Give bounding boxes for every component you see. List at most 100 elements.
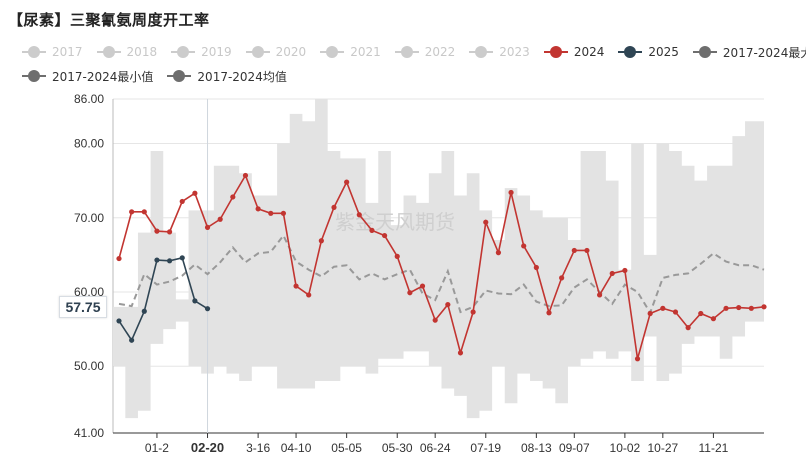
series-line-2025 <box>118 256 208 342</box>
legend-marker-icon <box>543 46 568 58</box>
legend-item[interactable]: 2017-2024均值 <box>167 68 287 85</box>
legend-item[interactable]: 2017-2024最小值 <box>22 68 153 85</box>
legend-label: 2025 <box>648 45 679 59</box>
data-point-2024 <box>407 290 413 296</box>
legend-item[interactable]: 2022 <box>394 45 456 59</box>
x-tick-label: 04-10 <box>281 441 312 455</box>
data-point-2024 <box>432 317 438 323</box>
data-point-2024 <box>217 216 223 222</box>
legend-label: 2020 <box>275 45 307 59</box>
x-tick-label: 05-30 <box>382 441 413 455</box>
data-point-2024 <box>521 243 527 249</box>
legend-marker-icon <box>22 70 46 82</box>
band-area <box>113 99 764 419</box>
legend-marker-icon <box>22 46 46 58</box>
legend-marker-icon <box>96 46 121 58</box>
x-tick-label: 10-02 <box>610 441 641 455</box>
x-tick-label: 10-27 <box>647 441 678 455</box>
legend-marker-icon <box>171 46 196 58</box>
max-min-band <box>113 99 764 419</box>
data-point-2024 <box>293 283 299 289</box>
legend-item[interactable]: 2024 <box>543 45 605 59</box>
legend-item[interactable]: 2019 <box>171 45 232 59</box>
legend-item[interactable]: 2023 <box>469 45 530 59</box>
data-point-2024 <box>192 190 198 196</box>
data-point-2025 <box>141 308 147 314</box>
y-tick-label: 60.00 <box>74 285 104 299</box>
data-point-2025 <box>204 306 211 312</box>
chart-legend: 2017 2018 2019 2020 2021 2022 2023 2024 2025 2017… <box>22 40 806 88</box>
legend-row: 2017-2024最小值 2017-2024均值 <box>22 64 802 88</box>
legend-label: 2017-2024最大值 <box>722 45 806 60</box>
x-axis: 01-2 02-20 3-16 04-10 05-05 05-30 06-24 07-19 08… <box>113 99 764 455</box>
data-point-2024 <box>622 267 628 274</box>
x-tick-label: 05-05 <box>331 441 362 455</box>
data-point-2025 <box>116 318 122 324</box>
data-point-2024 <box>116 255 122 262</box>
legend-row: 2017 2018 2019 2020 2021 2022 2023 2024 2025 2017… <box>22 40 806 64</box>
legend-marker-icon <box>320 46 345 58</box>
y-tick-label: 50.00 <box>74 359 104 373</box>
legend-marker-icon <box>167 70 192 82</box>
data-point-2024 <box>445 301 451 308</box>
legend-label: 2017-2024均值 <box>197 69 287 84</box>
data-point-2024 <box>331 204 337 210</box>
legend-marker-icon <box>692 46 717 58</box>
data-point-2024 <box>369 227 375 233</box>
data-point-2024 <box>672 309 679 315</box>
data-point-2024 <box>596 292 603 298</box>
data-point-2024 <box>584 247 590 254</box>
data-point-2024 <box>470 309 476 315</box>
x-tick-label: 01-2 <box>145 441 169 455</box>
data-point-2024 <box>179 198 185 205</box>
data-point-2024 <box>748 305 754 311</box>
x-tick-label: 06-24 <box>420 441 451 455</box>
legend-item[interactable]: 2017-2024最大值 <box>692 44 806 61</box>
legend-marker-icon <box>469 46 494 58</box>
data-point-2024 <box>255 206 261 212</box>
data-point-2024 <box>698 310 704 317</box>
data-point-2025 <box>179 255 185 261</box>
y-axis: 41.00 50.00 60.00 70.00 80.00 86.00 <box>74 92 104 440</box>
chart-title: 【尿素】三聚氰氨周度开工率 <box>8 11 210 29</box>
data-point-2024 <box>154 228 160 234</box>
data-point-2024 <box>710 316 717 322</box>
data-point-2024 <box>571 247 577 254</box>
series-line-2017-2024均值 <box>118 233 765 316</box>
x-tick-label: 02-20 <box>191 440 224 455</box>
legend-item[interactable]: 2020 <box>245 45 307 59</box>
legend-item[interactable]: 2021 <box>320 45 381 59</box>
data-point-2024 <box>495 250 502 256</box>
legend-label: 2018 <box>126 45 158 59</box>
data-point-2024 <box>242 172 249 179</box>
legend-item[interactable]: 2017 <box>22 45 83 59</box>
data-point-2024 <box>381 232 388 239</box>
x-tick-label: 09-07 <box>559 441 590 455</box>
axis-pointer-label: 57.75 <box>59 296 107 318</box>
series-lines <box>116 172 767 362</box>
legend-label: 2017-2024最小值 <box>52 69 154 84</box>
data-point-2024 <box>166 229 173 235</box>
data-point-2024 <box>280 210 287 216</box>
legend-label: 2017 <box>52 45 83 59</box>
data-point-2024 <box>356 212 362 218</box>
legend-label: 2024 <box>573 45 605 59</box>
legend-label: 2022 <box>424 45 456 59</box>
legend-item[interactable]: 2025 <box>618 45 679 59</box>
data-point-2024 <box>141 209 147 215</box>
data-point-2024 <box>609 270 615 277</box>
data-point-2024 <box>306 292 312 298</box>
legend-label: 2023 <box>499 45 530 59</box>
data-point-2024 <box>559 275 565 281</box>
x-tick-label: 3-16 <box>246 441 270 455</box>
data-point-2024 <box>723 305 729 311</box>
data-point-2024 <box>533 264 539 271</box>
data-point-2024 <box>660 305 666 311</box>
data-point-2024 <box>419 283 426 289</box>
data-point-2024 <box>761 304 767 310</box>
data-point-2024 <box>685 325 691 331</box>
data-point-2025 <box>192 298 198 304</box>
y-tick-label: 86.00 <box>74 92 104 106</box>
legend-item[interactable]: 2018 <box>96 45 158 59</box>
